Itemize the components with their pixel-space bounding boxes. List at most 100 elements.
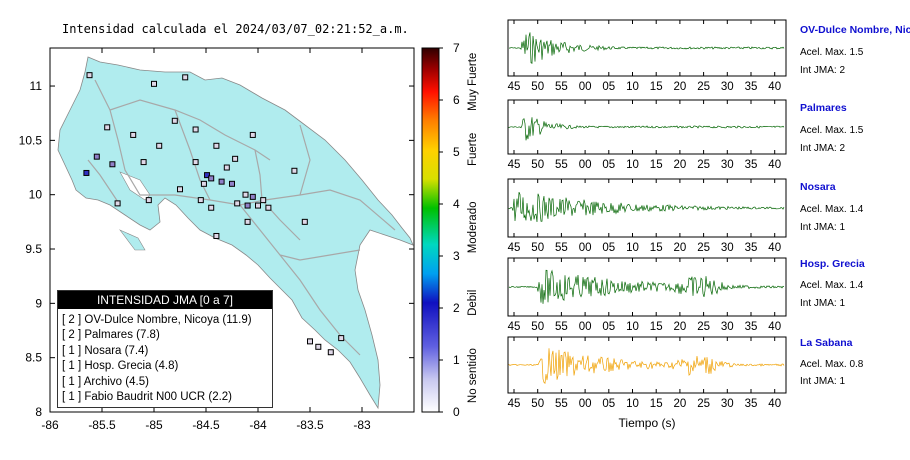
station-marker [200,180,207,187]
station-marker [86,72,93,79]
station-marker [145,197,152,204]
station-marker [232,155,239,162]
map-y-tick-label: 11 [30,79,43,93]
trace-x-tick-label: 00 [579,159,592,171]
trace-station-name: La Sabana [800,337,853,349]
trace-acceleration: Acel. Max. 1.5 [800,47,864,58]
trace-x-tick-label: 05 [602,398,615,410]
trace-x-tick-label: 10 [626,242,639,254]
map-x-tick-label: -83 [353,418,371,432]
trace-x-tick-label: 20 [674,159,687,171]
station-marker [213,232,220,239]
map-x-tick-label: -83.5 [296,418,324,432]
station-marker [315,343,322,350]
trace-station-name: Hosp. Grecia [800,258,865,270]
trace-x-tick-label: 45 [508,321,521,333]
trace-x-tick-label: 55 [555,321,568,333]
map-title: Intensidad calculada el 2024/03/07_02:21… [62,22,409,36]
station-marker [244,202,251,209]
trace-acceleration: Acel. Max. 0.8 [800,359,864,370]
trace-x-tick-label: 30 [721,321,734,333]
trace-x-tick-label: 25 [697,242,710,254]
trace-x-tick-label: 05 [602,81,615,93]
station-marker [229,180,235,187]
trace-x-tick-label: 25 [697,321,710,333]
seismogram-trace [508,269,785,304]
map-x-tick-label: -84 [249,418,267,432]
trace-x-tick-label: 30 [721,242,734,254]
seismogram-trace [508,117,785,141]
map-y-tick-label: 9.5 [25,242,42,256]
trace-x-tick-label: 25 [697,398,710,410]
colorbar-tick-label: 4 [453,197,460,211]
trace-x-tick-label: 45 [508,159,521,171]
trace-x-tick-label: 55 [555,81,568,93]
trace-x-tick-label: 50 [531,321,544,333]
legend-item: [ 1 ] Nosara (7.4) [62,344,149,357]
trace-x-tick-label: 25 [697,81,710,93]
colorbar [421,47,440,413]
map-y-tick-label: 8 [35,405,42,419]
station-marker [327,349,334,356]
station-marker [213,142,220,149]
trace-x-tick-label: 10 [626,398,639,410]
station-marker [301,218,308,225]
station-marker [130,131,137,138]
trace-x-tick-label: 10 [626,159,639,171]
station-marker [249,193,256,200]
station-marker [83,169,90,176]
station-marker [114,200,121,207]
trace-x-tick-label: 05 [602,321,615,333]
trace-x-tick-label: 15 [650,321,663,333]
colorbar-tick-label: 0 [453,405,460,419]
station-marker [192,159,199,166]
colorbar-category-label: Fuerte [467,133,479,166]
station-marker [307,338,313,345]
trace-station-name: OV-Dulce Nombre, Nicoya [800,24,910,36]
station-marker [182,74,189,81]
legend-item: [ 1 ] Archivo (4.5) [62,375,149,388]
colorbar-tick-label: 6 [453,93,460,107]
station-marker [109,161,116,168]
station-marker [234,200,241,207]
station-marker [104,124,111,131]
trace-x-tick-label: 10 [626,321,639,333]
trace-x-tick-label: 35 [745,242,758,254]
legend-item: [ 1 ] Fabio Baudrit N00 UCR (2.2) [62,390,233,403]
trace-x-tick-label: 40 [768,398,781,410]
station-marker [208,175,215,182]
colorbar-category-label: Debil [467,290,479,316]
colorbar-category-label: Moderado [467,202,479,254]
trace-x-tick-label: 55 [555,159,568,171]
station-marker [204,172,211,179]
trace-x-tick-label: 00 [579,321,592,333]
trace-x-tick-label: 25 [697,159,710,171]
trace-x-tick-label: 35 [745,398,758,410]
trace-x-tick-label: 55 [555,398,568,410]
station-marker [255,202,261,209]
trace-intensity: Int JMA: 1 [800,298,846,309]
map-x-tick-label: -84.5 [192,418,220,432]
station-marker [291,167,298,174]
map-y-tick-label: 10 [29,188,43,202]
trace-x-tick-label: 45 [508,398,521,410]
trace-acceleration: Acel. Max. 1.5 [800,125,864,136]
station-marker [244,218,251,225]
station-marker [140,159,147,166]
station-markers [83,72,345,356]
legend-item: [ 2 ] OV-Dulce Nombre, Nicoya (11.9) [62,314,252,326]
colorbar-tick-label: 5 [453,145,460,159]
station-marker [171,117,178,124]
map-y-tick-label: 10.5 [19,133,43,147]
trace-x-tick-label: 50 [531,159,544,171]
station-marker [177,186,183,193]
trace-x-tick-label: 05 [602,159,615,171]
trace-station-name: Nosara [800,181,836,193]
trace-x-tick-label: 35 [745,321,758,333]
trace-acceleration: Acel. Max. 1.4 [800,280,864,291]
station-marker [192,126,199,133]
intensity-legend: INTENSIDAD JMA [0 a 7] [ 2 ] OV-Dulce No… [57,290,273,408]
trace-intensity: Int JMA: 2 [800,65,846,76]
trace-x-tick-label: 45 [508,242,521,254]
trace-x-tick-label: 05 [602,242,615,254]
